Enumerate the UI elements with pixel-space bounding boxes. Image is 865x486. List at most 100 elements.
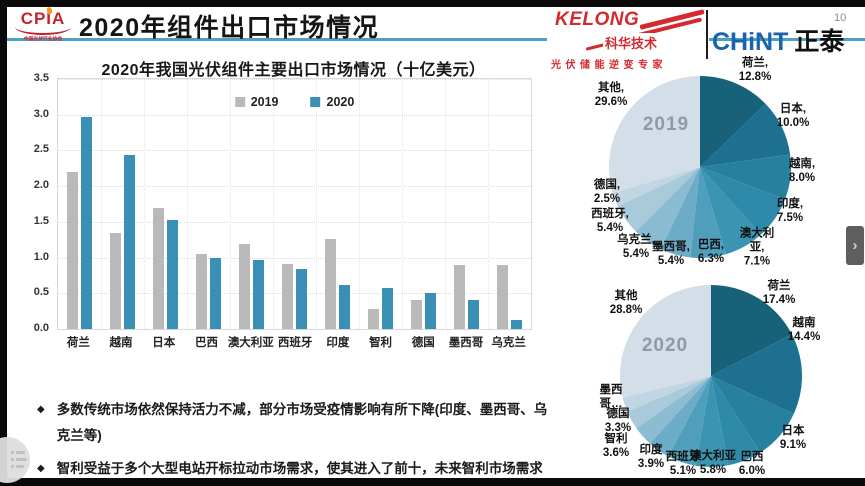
- pie-slice-印度: [649, 376, 711, 457]
- pie-label-name: 西班牙: [665, 451, 701, 464]
- x-tick-label: 巴西: [194, 337, 218, 349]
- diamond-bullet-icon: ◆: [37, 463, 45, 474]
- x-tick-label: 西班牙: [277, 337, 313, 349]
- gridline: [316, 79, 317, 329]
- pie-label-乌克兰,: 乌克兰, 5.4%: [617, 234, 655, 262]
- pie-label-name: 澳大利亚,: [739, 227, 775, 254]
- pie-label-percent: 5.8%: [699, 464, 727, 476]
- pie-slice-巴西: [711, 376, 761, 466]
- bar-2019-荷兰: [66, 171, 78, 329]
- y-tick-label: 3.5: [33, 72, 49, 84]
- legend-item-2020: 2020: [310, 95, 354, 109]
- pie-label-印度,: 印度, 7.5%: [777, 198, 803, 226]
- bullet-item: ◆ 多数传统市场依然保持活力不减，部分市场受疫情影响有所下降(印度、墨西哥、乌克兰…: [37, 397, 551, 449]
- pie-2020-year-label: 2020: [641, 335, 689, 356]
- gridline: [58, 114, 531, 116]
- list-icon: [11, 451, 14, 454]
- x-tick-label: 荷兰: [66, 337, 90, 349]
- pie-label-percent: 29.6%: [594, 96, 628, 108]
- x-tick-label: 智利: [369, 337, 393, 349]
- pie-slice-荷兰: [711, 285, 792, 376]
- x-tick-label: 德国: [411, 337, 435, 349]
- y-tick-label: 0.5: [33, 286, 49, 299]
- list-icon: [16, 451, 25, 454]
- pie-label-name: 智利: [604, 433, 628, 446]
- chint-logo-en: CHiNT: [712, 28, 789, 56]
- pie-label-percent: 14.4%: [787, 331, 821, 343]
- pie-label-西班牙,: 西班牙, 5.4%: [591, 208, 629, 236]
- pie-label-percent: 12.8%: [738, 71, 772, 83]
- bar-2020-墨西哥: [467, 299, 479, 329]
- x-tick-label: 越南: [109, 337, 133, 349]
- bar-chart-title: 2020年我国光伏组件主要出口市场情况（十亿美元）: [101, 62, 486, 79]
- pie-2020-svg: [619, 285, 802, 467]
- pie-slice-越南: [711, 334, 802, 414]
- pie-slice-德国: [627, 376, 711, 429]
- chint-logo: CHiNT 正泰: [712, 22, 844, 58]
- gridline: [273, 79, 274, 329]
- y-tick-label: 0.0: [33, 322, 49, 334]
- pie-label-name: 印度: [639, 444, 663, 457]
- bar-2020-印度: [338, 284, 350, 329]
- pie-label-percent: 6.3%: [697, 253, 725, 265]
- bar-2020-越南: [123, 154, 135, 329]
- pie-slice-其他: [619, 285, 711, 398]
- pie-slice-澳大利亚,: [700, 167, 762, 255]
- pie-label-percent: 6.0%: [738, 465, 766, 477]
- x-tick-label: 墨西哥: [448, 337, 484, 349]
- bar-2019-澳大利亚: [238, 244, 250, 329]
- gridline: [58, 257, 531, 259]
- cpia-logo-text: CPIA: [20, 9, 66, 28]
- chevron-right-icon: ›: [852, 237, 858, 254]
- pie-label-name: 巴西,: [697, 239, 725, 252]
- pie-label-巴西: 巴西 6.0%: [739, 451, 765, 479]
- pie-label-percent: 5.4%: [657, 255, 685, 267]
- pie-label-name: 墨西哥…: [599, 384, 623, 410]
- bar-2019-西班牙: [281, 264, 293, 329]
- diamond-bullet-icon: ◆: [37, 404, 45, 415]
- pie-2019-svg: [608, 75, 791, 259]
- pie-slice-西班牙,: [617, 167, 700, 232]
- gridline: [488, 79, 489, 329]
- gridline: [230, 79, 231, 329]
- pie-label-name: 印度,: [776, 198, 804, 211]
- bar-2020-乌克兰: [510, 320, 522, 329]
- pie-label-name: 越南,: [788, 158, 816, 171]
- slide: CPIA 中国光伏行业协会 2020年组件出口市场情况 KELONG 科华技术 …: [0, 6, 865, 483]
- pie-label-percent: 5.1%: [669, 465, 697, 477]
- notes-fab-button[interactable]: [0, 437, 30, 483]
- pie-label-name: 墨西哥,: [652, 241, 690, 254]
- pie-slice-日本: [711, 376, 794, 453]
- pie-label-name: 巴西: [740, 451, 764, 464]
- pie-slice-日本,: [700, 103, 791, 167]
- bar-2020-巴西: [209, 258, 221, 329]
- pie-label-name: 西班牙,: [591, 208, 629, 221]
- page-number: 10: [834, 12, 847, 24]
- bar-2019-德国: [410, 300, 422, 329]
- list-icon: [16, 458, 27, 461]
- pie-label-日本,: 日本, 10.0%: [777, 103, 810, 131]
- next-slide-button[interactable]: ›: [846, 226, 864, 265]
- y-tick-label: 2.5: [33, 143, 49, 156]
- pie-slice-印度,: [700, 167, 786, 235]
- bullet-item: ◆ 智利受益于多个大型电站开标拉动市场需求，使其进入了前十，未来智利市场需求能否延…: [37, 456, 551, 486]
- pie-slice-德国,: [612, 167, 700, 207]
- pie-label-name: 荷兰,: [741, 57, 769, 70]
- y-tick-label: 2.0: [33, 179, 49, 192]
- pie-label-percent: 8.0%: [788, 172, 816, 184]
- pie-chart-2020: 2020: [619, 285, 802, 467]
- pie-label-德国: 德国 3.3%: [605, 408, 631, 436]
- gridline: [58, 186, 531, 188]
- cpia-logo-arc: [15, 19, 71, 35]
- kelong-logo-text: KELONG: [555, 9, 640, 30]
- list-icon: [11, 465, 14, 468]
- y-tick-label: 1.0: [33, 250, 49, 263]
- kelong-logo: KELONG 科华技术 光伏储能逆变专家: [547, 7, 709, 71]
- pie-label-其他,: 其他, 29.6%: [595, 82, 628, 110]
- pie-slice-西班牙: [668, 376, 711, 466]
- pie-label-越南,: 越南, 8.0%: [789, 158, 815, 186]
- legend-swatch-icon: [310, 97, 321, 107]
- pie-label-name: 日本,: [779, 103, 807, 116]
- legend-label: 2019: [250, 95, 279, 109]
